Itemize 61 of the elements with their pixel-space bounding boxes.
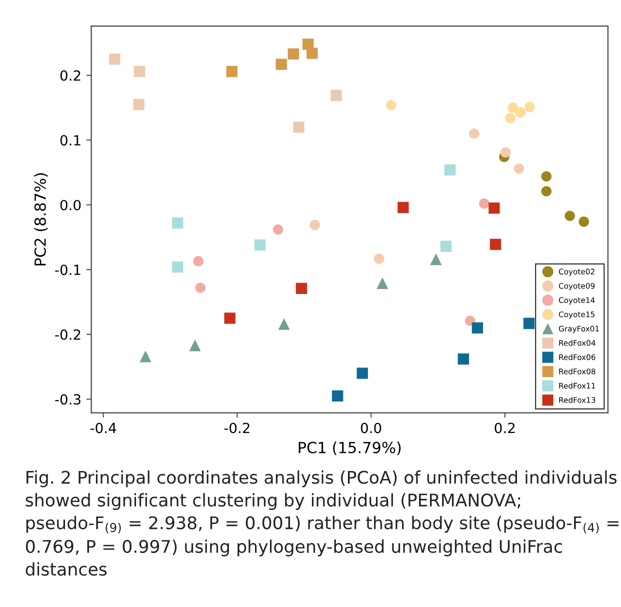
y-tick-label: 0.1 <box>60 135 80 146</box>
x-tick-label: 0.2 <box>494 422 515 434</box>
point <box>306 48 318 59</box>
point <box>172 217 184 229</box>
point <box>195 282 206 293</box>
point <box>330 90 342 101</box>
point <box>523 318 535 329</box>
point <box>356 368 368 379</box>
point <box>541 186 552 196</box>
point <box>254 239 266 251</box>
point <box>272 224 284 235</box>
point <box>386 100 396 110</box>
point <box>224 312 236 324</box>
point <box>193 256 204 266</box>
y-tick-label: 0.0 <box>60 200 81 210</box>
point <box>464 316 476 326</box>
point <box>508 102 518 113</box>
point <box>515 107 526 118</box>
point <box>276 58 287 70</box>
y-tick-label: -0.1 <box>55 264 80 276</box>
y-axis-title: PC2 (8.87%) <box>34 173 48 266</box>
point <box>578 216 590 227</box>
point <box>440 240 452 252</box>
y-tick-label: 0.2 <box>60 70 80 81</box>
point <box>488 202 500 214</box>
point <box>288 48 300 60</box>
point <box>133 98 144 110</box>
point <box>458 353 469 365</box>
point <box>332 390 344 402</box>
x-tick-label: 0.0 <box>360 422 382 434</box>
point <box>478 198 490 209</box>
point <box>500 147 511 158</box>
point <box>468 128 480 139</box>
point <box>524 102 535 112</box>
text: Fig. 2 Principal coordinates analysis (PCoA) of uninfected individuals showed significant clustering by individual (PERMANOVA; pseudo-F$_{(9)}$ = 2.938, P = 0.001) rather than body site (pseudo-F$_{(4)}$ = 0.769, P = 0.997) using phylogeny-based unweighted UniFrac distances <box>26 470 618 576</box>
x-tick-label: -0.4 <box>90 422 116 434</box>
point <box>109 54 120 65</box>
point <box>398 202 409 214</box>
point <box>490 238 502 250</box>
point <box>226 66 238 78</box>
point <box>541 171 552 182</box>
point <box>430 253 442 266</box>
point <box>472 322 484 334</box>
point <box>134 66 146 78</box>
point <box>444 164 456 176</box>
point <box>376 277 388 290</box>
point <box>374 253 384 264</box>
point <box>140 350 152 362</box>
point <box>564 210 575 222</box>
point <box>293 122 304 133</box>
x-tick-label: -0.2 <box>224 422 250 434</box>
y-tick-label: -0.3 <box>55 394 80 405</box>
point <box>278 318 290 330</box>
y-tick-label: -0.2 <box>55 329 80 340</box>
point <box>172 261 184 273</box>
point <box>296 282 308 294</box>
point <box>505 112 516 124</box>
point <box>310 220 320 230</box>
point <box>514 163 524 174</box>
point <box>189 340 201 352</box>
x-axis-title: PC1 (15.79%) <box>298 441 401 456</box>
